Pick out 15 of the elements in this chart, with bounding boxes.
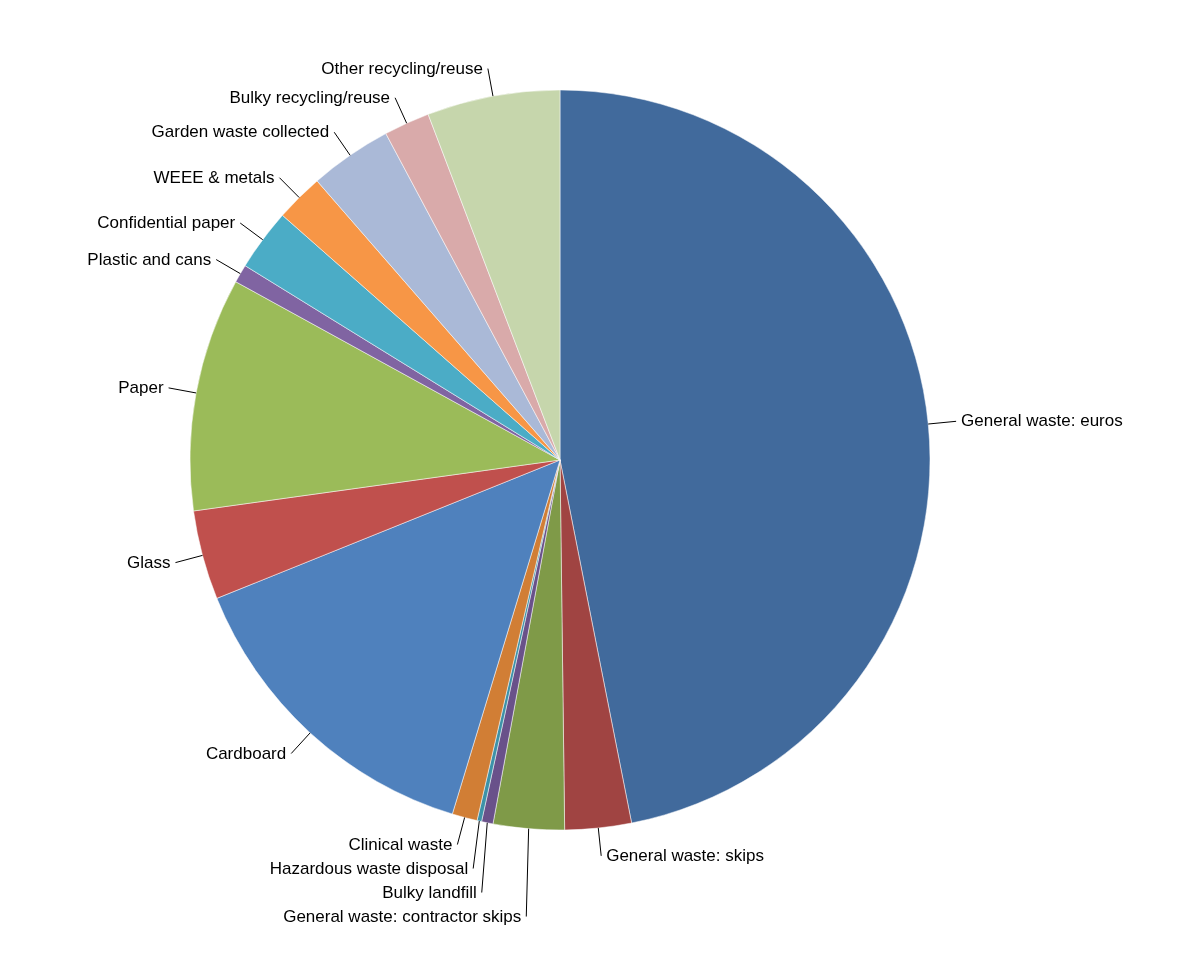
slice-label: Bulky landfill (382, 882, 477, 902)
slice-label: Garden waste collected (151, 122, 330, 142)
slice-label: General waste: skips (606, 845, 764, 865)
slice-label: WEEE & metals (153, 167, 275, 187)
slice-label: Plastic and cans (87, 249, 212, 269)
slice-label: Clinical waste (348, 834, 453, 854)
slice-label: Hazardous waste disposal (269, 858, 469, 878)
slice-label: Cardboard (205, 743, 287, 763)
slice-label: Paper (118, 377, 164, 397)
slice-label: Bulky recycling/reuse (229, 87, 391, 107)
slice-label: Glass (126, 552, 171, 572)
slice-label: General waste: euros (961, 411, 1123, 431)
slice-label: General waste: contractor skips (283, 906, 522, 926)
slice-label: Other recycling/reuse (321, 58, 483, 78)
slice-label: Confidential paper (97, 213, 236, 233)
